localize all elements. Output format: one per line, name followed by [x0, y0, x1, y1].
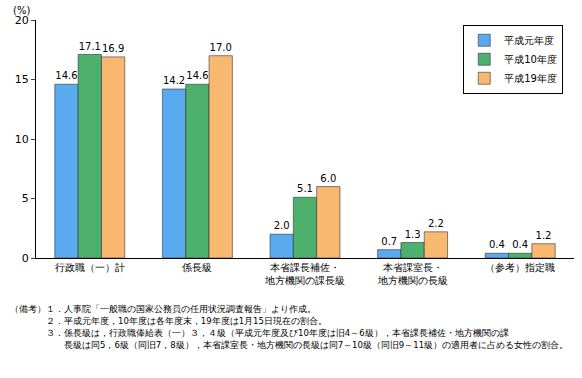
- svg-text:2.0: 2.0: [274, 220, 290, 231]
- svg-text:(%): (%): [13, 5, 30, 16]
- svg-text:15: 15: [15, 73, 29, 86]
- svg-text:5.1: 5.1: [297, 183, 313, 194]
- svg-text:14.6: 14.6: [55, 70, 77, 81]
- svg-text:長級は同5，6級（同旧7，8級），本省課室長・地方機関の長級: 長級は同5，6級（同旧7，8級），本省課室長・地方機関の長級は同7～10級（同旧…: [10, 340, 568, 350]
- svg-text:10: 10: [15, 133, 29, 146]
- svg-text:行政職（一）計: 行政職（一）計: [55, 262, 125, 273]
- svg-text:0: 0: [22, 252, 29, 265]
- svg-text:平成元年度: 平成元年度: [504, 35, 554, 46]
- svg-text:３．係長級は，行政職俸給表（一）３，４級（平成元年度及び10: ３．係長級は，行政職俸給表（一）３，４級（平成元年度及び10年度は旧4～6級），…: [10, 328, 509, 338]
- svg-text:14.6: 14.6: [186, 70, 208, 81]
- svg-text:5: 5: [22, 192, 29, 205]
- svg-text:14.2: 14.2: [163, 75, 185, 86]
- svg-text:1.2: 1.2: [536, 230, 552, 241]
- svg-text:平成10年度: 平成10年度: [504, 54, 557, 65]
- svg-text:16.9: 16.9: [102, 43, 124, 54]
- svg-text:2.2: 2.2: [428, 218, 444, 229]
- svg-text:平成19年度: 平成19年度: [504, 73, 557, 84]
- svg-text:係長級: 係長級: [182, 262, 212, 273]
- svg-text:本省課室長・地方機関の長級: 本省課室長・地方機関の長級: [377, 262, 448, 286]
- svg-text:17.1: 17.1: [79, 41, 101, 52]
- svg-text:20: 20: [15, 14, 29, 27]
- svg-text:0.4: 0.4: [512, 239, 528, 250]
- svg-text:２．平成元年度，10年度は各年度末，19年度は1月15日現在: ２．平成元年度，10年度は各年度末，19年度は1月15日現在の割合。: [10, 316, 327, 326]
- svg-text:（備考）１．人事院「一般職の国家公務員の任用状況調査報告」よ: （備考）１．人事院「一般職の国家公務員の任用状況調査報告」より作成。: [10, 304, 316, 314]
- svg-text:6.0: 6.0: [320, 173, 336, 184]
- svg-text:（参考）指定職: （参考）指定職: [485, 262, 555, 273]
- svg-text:17.0: 17.0: [210, 42, 232, 53]
- svg-text:0.7: 0.7: [381, 236, 397, 247]
- svg-text:0.4: 0.4: [489, 239, 505, 250]
- svg-text:1.3: 1.3: [405, 229, 421, 240]
- svg-text:本省課長補佐・地方機関の課長級: 本省課長補佐・地方機関の課長級: [264, 262, 345, 286]
